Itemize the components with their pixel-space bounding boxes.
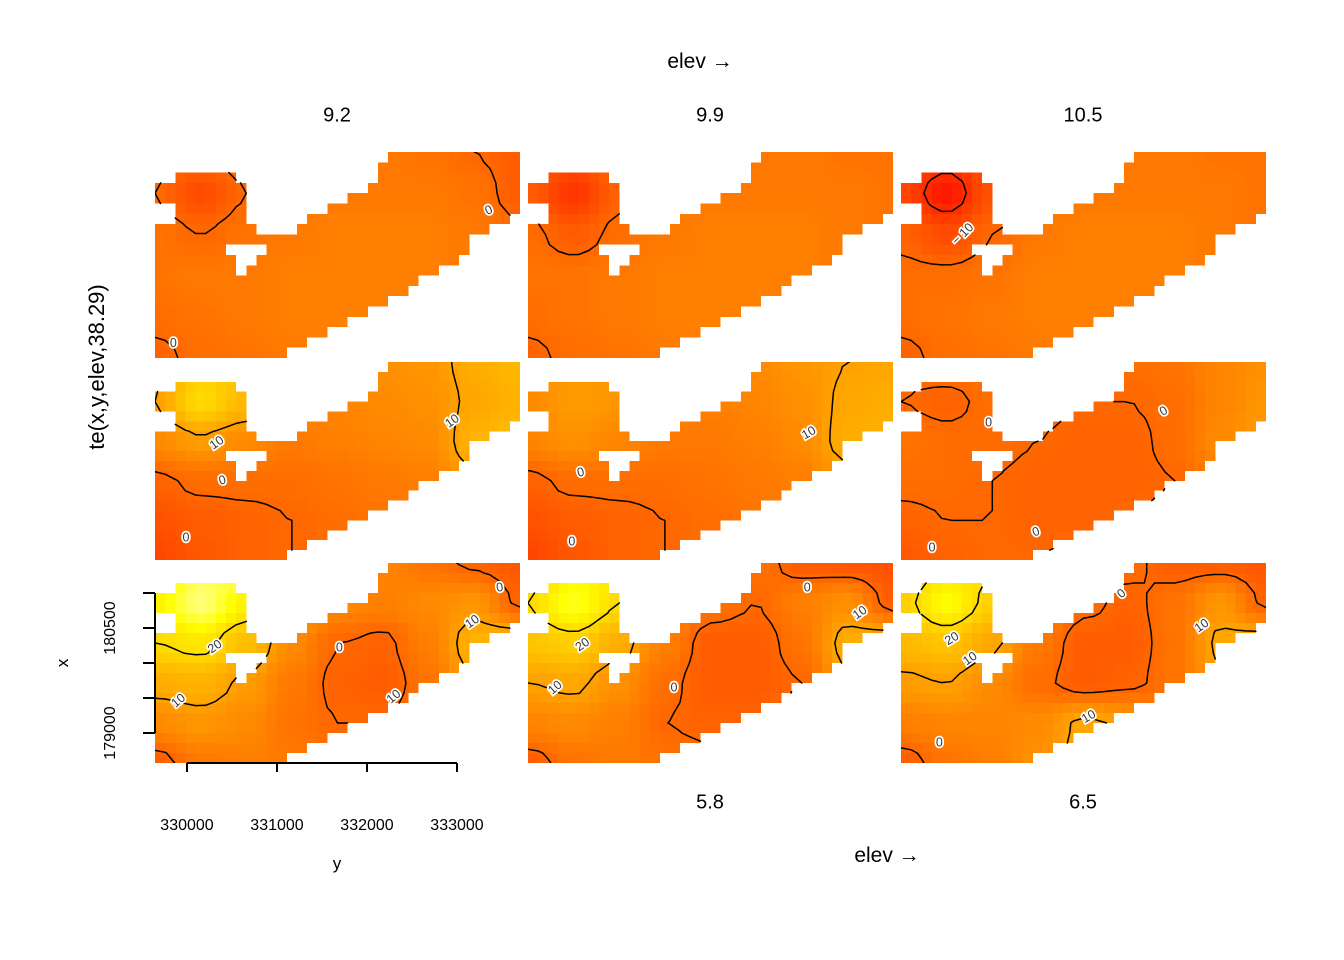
contour-label: 0 xyxy=(929,540,936,554)
x-axis-name-y: y xyxy=(332,854,342,873)
contour-label: 0 xyxy=(495,580,504,595)
contour-line-level-0 xyxy=(901,385,1176,551)
column-header-3: 10.5 xyxy=(1063,104,1103,127)
heatmap-raster-r3c3 xyxy=(901,563,1266,763)
x-tick-label-333000: 333000 xyxy=(430,817,484,834)
contour-label: 0 xyxy=(1114,586,1128,601)
contour-label: 10 xyxy=(384,687,404,707)
column-header-2: 9.9 xyxy=(696,104,724,127)
heatmap-raster-r3c2 xyxy=(528,563,893,763)
contour-line-level-20 xyxy=(528,592,621,633)
heatmap-panel-r2c3: 0 0 0 0 xyxy=(901,362,1266,560)
contour-label: 0 xyxy=(336,640,343,654)
contour-label: 20 xyxy=(573,635,592,654)
heatmap-raster-r3c1 xyxy=(155,563,520,763)
contour-line-level-10 xyxy=(901,627,1257,744)
contour-label: 0 xyxy=(985,416,992,430)
x-tick-label-330000: 330000 xyxy=(160,817,214,834)
contour-label: 10 xyxy=(1192,616,1211,635)
contour-line-level-0 xyxy=(155,152,511,358)
contour-label: 0 xyxy=(183,530,190,544)
heatmap-raster-r1c3 xyxy=(901,152,1266,358)
heatmap-raster-r1c1 xyxy=(155,152,520,358)
contour-label: 0 xyxy=(936,735,943,749)
contour-label: 0 xyxy=(671,680,678,694)
contour-layer-r2c3: 0 0 0 0 xyxy=(901,385,1176,556)
contour-layer-r1c2 xyxy=(528,213,621,358)
contour-layer-r1c3: − 10 xyxy=(901,172,1004,358)
bottom-title: elev → xyxy=(854,844,920,867)
y-axis-name-x: x xyxy=(53,658,72,668)
contour-label: 0 xyxy=(804,580,811,594)
contour-layer-r2c2: 0 0 10 xyxy=(528,362,850,551)
heatmap-panel-r2c2: 0 0 10 xyxy=(528,362,893,560)
heatmap-panel-r1c2 xyxy=(528,152,893,358)
heatmap-raster-r2c2 xyxy=(528,362,893,560)
contour-line-level--10 xyxy=(923,172,967,213)
contour-layer-r2c1: 10 0 0 10 xyxy=(155,362,465,551)
contour-label: 10 xyxy=(960,649,979,668)
contour-label: 10 xyxy=(850,603,869,622)
contour-line-level-10 xyxy=(155,362,465,462)
contour-label: 10 xyxy=(799,423,818,442)
y-tick-label-180500: 180500 xyxy=(102,601,119,655)
x-tick-label-331000: 331000 xyxy=(250,817,304,834)
contour-layer-r1c1: 00 xyxy=(155,152,511,358)
contour-line-level-10 xyxy=(528,625,884,695)
contour-layer-r3c2: 20 10 0 0 10 xyxy=(528,563,893,763)
contour-label: 0 xyxy=(1030,524,1041,540)
heatmap-panel-r1c3: − 10 xyxy=(901,152,1266,358)
contour-label: 10 xyxy=(168,691,188,711)
top-title: elev → xyxy=(667,50,733,73)
contour-label: 0 xyxy=(217,472,227,487)
heatmap-panel-r2c1: 10 0 0 10 xyxy=(155,362,520,560)
contour-line-level-20 xyxy=(155,620,248,656)
heatmap-panel-r3c3: 20 10 0 0 10 10 xyxy=(901,563,1266,763)
contour-label: − 10 xyxy=(949,220,976,247)
contour-label: 0 xyxy=(1157,403,1170,419)
heatmap-panel-r3c1: 20 10 0 0 10 10 xyxy=(155,563,520,763)
bottom-slice-label-65: 6.5 xyxy=(1069,791,1097,814)
contour-label: 10 xyxy=(207,433,226,452)
contour-line-level-0 xyxy=(155,563,520,763)
contour-label: 0 xyxy=(170,336,177,350)
heatmap-panel-r3c2: 20 10 0 0 10 xyxy=(528,563,893,763)
contour-label: 10 xyxy=(462,612,481,631)
contour-label: 0 xyxy=(483,202,495,218)
contour-line-level-10 xyxy=(155,620,511,707)
contour-line-level-0 xyxy=(901,226,1004,358)
y-tick-label-179000: 179000 xyxy=(102,706,119,760)
heatmap-raster-r1c2 xyxy=(528,152,893,358)
contour-line-level-10 xyxy=(829,362,850,461)
x-tick-label-332000: 332000 xyxy=(340,817,394,834)
smooth-term-label: te(x,y,elev,38.29) xyxy=(84,284,109,450)
contour-label: 0 xyxy=(576,465,586,480)
contour-line-level-0 xyxy=(528,213,621,358)
contour-label: 0 xyxy=(568,534,575,548)
contour-line-level-0 xyxy=(528,563,893,763)
contour-label: 20 xyxy=(942,629,961,648)
heatmap-raster-r2c3 xyxy=(901,362,1266,560)
contour-line-level-0 xyxy=(528,469,666,551)
contour-line-level-20 xyxy=(914,582,983,627)
contour-line-level-0 xyxy=(155,470,293,551)
contour-label: 10 xyxy=(545,678,565,698)
contour-label: 10 xyxy=(1079,707,1098,726)
contour-label: 10 xyxy=(442,411,461,430)
column-header-1: 9.2 xyxy=(323,104,351,127)
bottom-slice-label-58: 5.8 xyxy=(696,791,724,814)
contour-line-level-0 xyxy=(901,563,1266,763)
